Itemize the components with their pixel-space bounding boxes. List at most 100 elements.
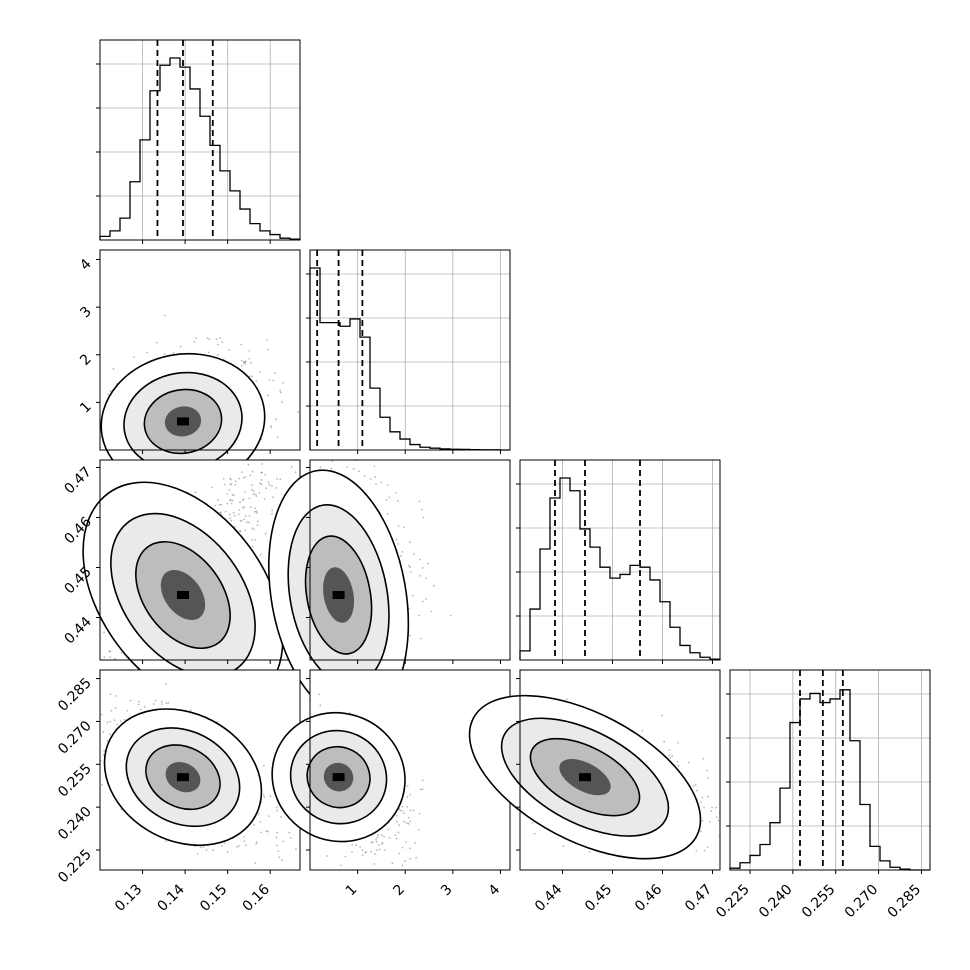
- scatter-point: [113, 719, 116, 722]
- scatter-point: [255, 495, 258, 497]
- scatter-point: [239, 501, 241, 504]
- scatter-point: [163, 353, 166, 355]
- scatter-point: [254, 493, 257, 496]
- scatter-point: [161, 703, 164, 705]
- scatter-point: [152, 703, 155, 705]
- scatter-point: [139, 708, 142, 711]
- y-tick-label: 0.44: [61, 614, 94, 647]
- scatter-point: [408, 564, 410, 567]
- scatter-point: [703, 849, 706, 852]
- scatter-point: [419, 574, 422, 577]
- scatter-point: [254, 510, 256, 513]
- panel-frame: [99, 39, 301, 241]
- scatter-point: [449, 614, 452, 617]
- panel-frame: [729, 669, 931, 871]
- scatter-point: [387, 828, 390, 831]
- scatter-point: [264, 532, 267, 535]
- scatter-point: [280, 816, 282, 818]
- scatter-point: [409, 809, 412, 812]
- scatter-point: [243, 506, 246, 508]
- scatter-point: [399, 809, 402, 812]
- scatter-point: [267, 815, 270, 817]
- scatter-point: [226, 502, 229, 505]
- scatter-point: [103, 631, 106, 634]
- scatter-point: [377, 844, 380, 846]
- scatter-point: [247, 463, 250, 466]
- scatter-point: [677, 741, 680, 744]
- scatter-point: [233, 514, 236, 517]
- scatter-point: [355, 844, 357, 847]
- scatter-point: [706, 777, 709, 779]
- scatter-point: [380, 834, 383, 837]
- scatter-point: [394, 834, 397, 837]
- scatter-point: [377, 834, 380, 837]
- scatter-point: [240, 471, 243, 474]
- scatter-point: [411, 594, 414, 597]
- scatter-point: [364, 851, 367, 854]
- scatter-point: [409, 820, 412, 823]
- scatter-point: [196, 852, 199, 855]
- panel-3-0: 0.13 0.14 0.15 0.160.2250.2400.2550.2700.28…: [55, 669, 301, 915]
- scatter-point: [663, 740, 666, 743]
- scatter-point: [275, 486, 277, 489]
- scatter-point: [279, 478, 282, 481]
- scatter-point: [155, 341, 158, 344]
- scatter-point: [106, 721, 109, 724]
- density-peak: [332, 591, 345, 599]
- scatter-point: [695, 849, 698, 852]
- scatter-point: [165, 702, 168, 704]
- scatter-point: [386, 484, 389, 487]
- scatter-point: [270, 424, 272, 427]
- scatter-point: [396, 814, 399, 817]
- scatter-point: [244, 476, 247, 478]
- scatter-point: [263, 796, 266, 799]
- scatter-point: [234, 484, 237, 486]
- scatter-point: [205, 849, 208, 852]
- scatter-point: [359, 846, 362, 848]
- scatter-point: [531, 821, 534, 824]
- scatter-point: [403, 820, 406, 823]
- scatter-point: [270, 485, 273, 488]
- scatter-point: [265, 487, 268, 490]
- scatter-point: [588, 851, 591, 853]
- scatter-point: [194, 491, 197, 493]
- scatter-point: [419, 788, 422, 791]
- scatter-point: [376, 836, 379, 839]
- scatter-point: [687, 761, 690, 764]
- scatter-point: [256, 511, 258, 514]
- scatter-point: [401, 550, 404, 553]
- scatter-point: [114, 707, 117, 709]
- scatter-point: [234, 480, 237, 483]
- scatter-point: [260, 478, 263, 481]
- scatter-point: [319, 704, 322, 707]
- scatter-point: [426, 562, 429, 565]
- scatter-point: [242, 498, 245, 500]
- scatter-point: [106, 739, 109, 742]
- panel-2-2: [516, 459, 721, 664]
- x-tick-label: 0.270: [842, 882, 882, 922]
- panel-frame: [99, 249, 301, 451]
- scatter-point: [244, 363, 247, 366]
- scatter-point: [220, 844, 223, 847]
- y-tick-label: 4: [77, 256, 95, 274]
- scatter-point: [326, 855, 329, 857]
- scatter-point: [703, 806, 705, 809]
- scatter-point: [401, 809, 404, 812]
- scatter-point: [244, 360, 247, 363]
- scatter-point: [696, 789, 698, 792]
- scatter-point: [422, 600, 424, 603]
- density-peak: [332, 773, 345, 782]
- scatter-point: [409, 566, 411, 569]
- scatter-point: [232, 511, 235, 514]
- scatter-point: [237, 845, 240, 847]
- scatter-point: [409, 541, 412, 544]
- scatter-point: [255, 380, 258, 382]
- scatter-point: [270, 426, 273, 429]
- scatter-point: [707, 795, 709, 798]
- histogram-step: [729, 689, 930, 871]
- scatter-point: [395, 538, 398, 541]
- scatter-point: [231, 493, 234, 496]
- scatter-point: [297, 410, 300, 413]
- scatter-point: [114, 657, 116, 660]
- scatter-point: [258, 492, 261, 494]
